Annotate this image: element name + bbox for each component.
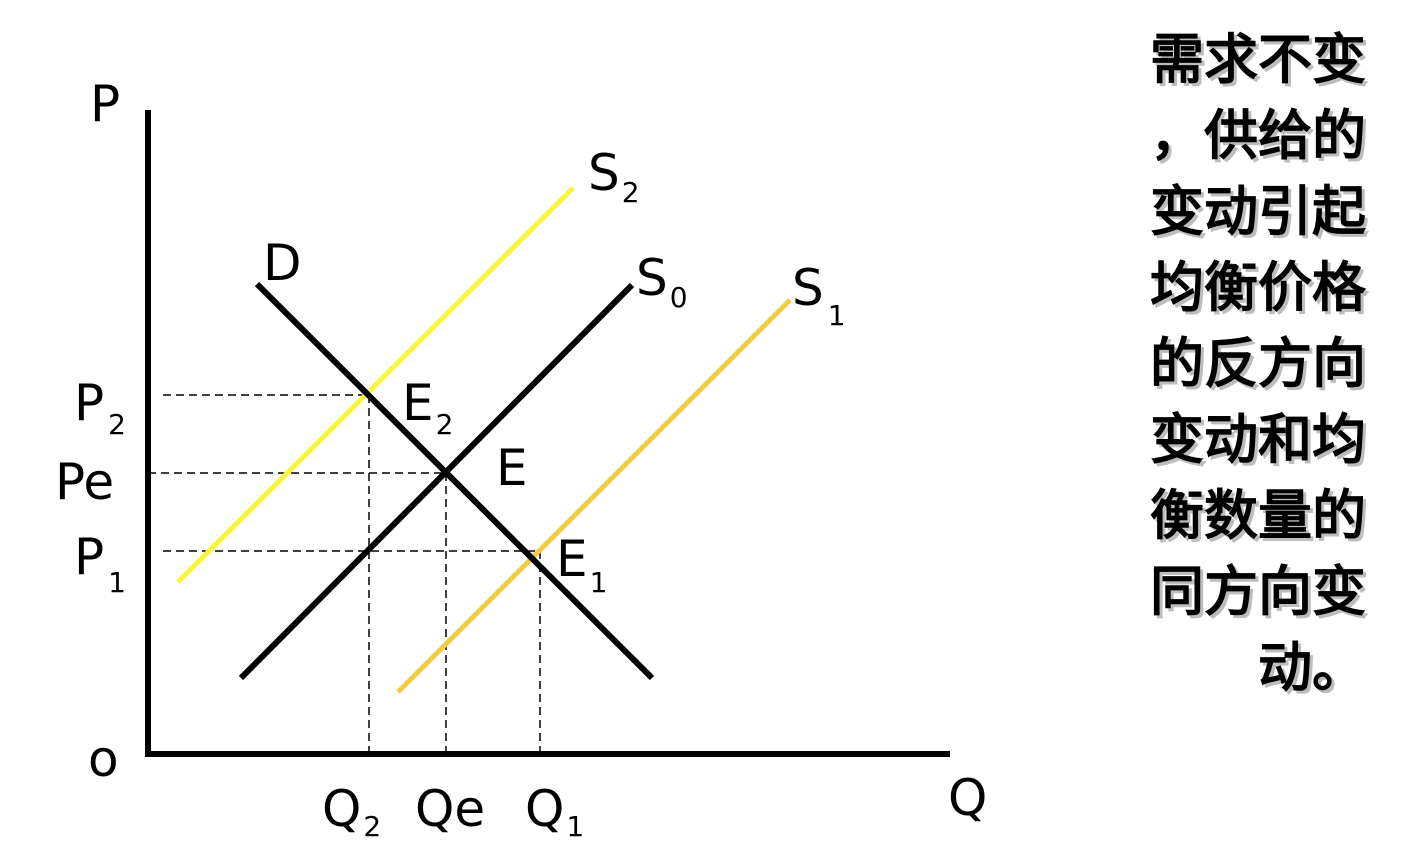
- explanation-line-2: ，供给的: [1150, 104, 1366, 167]
- explanation-line-3: 变动引起: [1150, 180, 1366, 243]
- x-axis-label: Q: [948, 769, 987, 827]
- s0-label: S0: [636, 249, 688, 314]
- e-label: E: [496, 439, 528, 497]
- e2-label: E2: [402, 374, 453, 441]
- e1-label: E1: [556, 530, 607, 599]
- qe-label: Qe: [415, 780, 485, 838]
- explanation-line-1: 需求不变: [1150, 28, 1366, 91]
- s0-supply-curve: [238, 282, 635, 681]
- explanation-line-7: 衡数量的: [1150, 484, 1366, 547]
- origin-label: o: [88, 730, 119, 788]
- explanation-line-8: 同方向变: [1150, 560, 1366, 623]
- pe-label: Pe: [55, 453, 114, 511]
- explanation-line-6: 变动和均: [1150, 408, 1366, 471]
- explanation-text: 需求不变 ，供给的 变动引起 均衡价格 的反方向 变动和均 衡数量的 同方向变 …: [1108, 22, 1366, 706]
- q2-label: Q2: [322, 780, 381, 843]
- demand-curve: [254, 281, 655, 681]
- y-axis-label: P: [90, 75, 120, 133]
- s1-supply-curve: [396, 298, 792, 694]
- s2-supply-curve: [176, 186, 575, 584]
- s2-label: S2: [588, 144, 640, 209]
- demand-label: D: [263, 234, 302, 292]
- explanation-line-9: 动。: [1258, 636, 1366, 699]
- explanation-line-4: 均衡价格: [1150, 256, 1366, 319]
- q1-label: Q1: [525, 780, 584, 843]
- explanation-line-5: 的反方向: [1150, 332, 1366, 395]
